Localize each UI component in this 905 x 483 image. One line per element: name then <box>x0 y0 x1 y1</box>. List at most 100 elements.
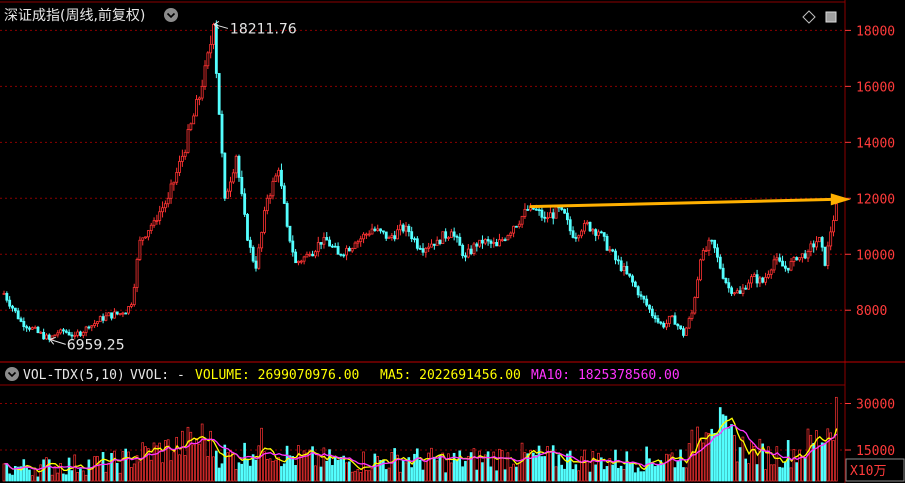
volume-bar <box>47 459 51 482</box>
candle-up <box>200 85 204 99</box>
volume-bar <box>684 467 688 482</box>
diamond-icon[interactable] <box>802 10 816 24</box>
volume-bar <box>356 469 360 482</box>
candle-down <box>679 325 683 330</box>
volume-bar <box>231 454 235 482</box>
candle-down <box>682 328 685 336</box>
candle-up <box>169 183 173 199</box>
volume-bar <box>755 464 759 482</box>
volume-bar <box>268 458 272 482</box>
candle-up <box>622 265 626 272</box>
volume-bar <box>73 454 77 482</box>
candle-down <box>421 248 425 253</box>
candle-down <box>415 238 419 249</box>
candle-down <box>214 24 218 74</box>
candle-down <box>319 242 323 245</box>
volume-bar <box>186 426 190 482</box>
candle-up <box>350 248 354 252</box>
candle-down <box>282 185 286 204</box>
candle-down <box>744 287 748 290</box>
candle-down <box>325 237 329 241</box>
candle-down <box>727 282 731 289</box>
volume-bar <box>87 459 91 482</box>
candle-up <box>546 217 549 220</box>
candle-down <box>783 265 787 269</box>
candle-up <box>376 228 380 231</box>
volume-bar <box>299 454 303 482</box>
high-annotation: 18211.76 <box>213 21 297 37</box>
candle-up <box>764 276 767 283</box>
candle-up <box>809 243 813 252</box>
candle-up <box>192 115 196 125</box>
candle-down <box>401 224 405 232</box>
volume-bar <box>820 442 824 482</box>
candle-down <box>495 241 499 247</box>
candle-down <box>294 251 298 264</box>
volume-bar <box>710 428 714 482</box>
candle-down <box>410 231 414 240</box>
candle-up <box>817 237 821 243</box>
candle-up <box>364 233 368 236</box>
candle-up <box>806 251 810 259</box>
volume-bar <box>138 461 142 482</box>
square-icon[interactable] <box>825 11 837 23</box>
candle-up <box>733 292 736 295</box>
candle-up <box>687 318 691 329</box>
volume-bar <box>622 469 626 482</box>
volume-bar <box>619 465 623 482</box>
volume-bar <box>22 459 26 482</box>
chevron-down-icon[interactable] <box>164 8 178 22</box>
volume-bar <box>254 459 258 482</box>
candle-up <box>826 245 830 266</box>
volume-bar <box>33 468 37 482</box>
candle-up <box>520 215 524 225</box>
volume-bar <box>135 455 139 482</box>
candle-down <box>568 219 572 232</box>
candle-down <box>70 334 74 337</box>
candle-up <box>96 321 99 325</box>
candle-down <box>724 277 728 284</box>
candle-up <box>512 225 516 234</box>
volume-bar <box>566 453 569 482</box>
candle-up <box>447 237 450 239</box>
volume-bar <box>390 452 394 482</box>
volume-bar <box>53 466 57 482</box>
candle-down <box>285 203 289 227</box>
volume-bar <box>175 436 178 482</box>
volume-bar <box>226 452 229 482</box>
volume-bar <box>339 456 343 482</box>
candle-up <box>90 325 94 328</box>
volume-bar <box>781 467 784 482</box>
volume-bar <box>243 442 246 482</box>
volume-bar <box>234 469 238 482</box>
candle-down <box>5 293 9 301</box>
candle-down <box>730 287 734 294</box>
trend-arrow <box>529 193 851 209</box>
candle-up <box>93 323 97 326</box>
volume-bar <box>11 474 14 482</box>
volume-bar <box>526 453 530 482</box>
candle-down <box>571 230 575 238</box>
volume-bar <box>812 442 815 482</box>
volume-bar <box>387 467 391 482</box>
candle-up <box>127 306 130 314</box>
candle-down <box>738 290 742 294</box>
volume-settings-icon[interactable] <box>5 367 19 381</box>
volume-bar <box>642 471 646 482</box>
volume-bar <box>350 471 354 482</box>
volume-bar <box>758 438 762 482</box>
candle-up <box>322 237 326 245</box>
volume-bar <box>237 462 241 482</box>
volume-bar <box>741 436 745 482</box>
volume-bar <box>76 472 79 482</box>
candle-up <box>141 237 145 241</box>
volume-bar <box>118 472 122 482</box>
volume-bar <box>789 467 793 482</box>
volume-bar <box>314 465 317 482</box>
candle-up <box>30 327 34 330</box>
candle-down <box>347 247 351 252</box>
candle-down <box>217 73 221 115</box>
volume-bar <box>39 464 43 482</box>
volume-bar <box>28 469 31 482</box>
